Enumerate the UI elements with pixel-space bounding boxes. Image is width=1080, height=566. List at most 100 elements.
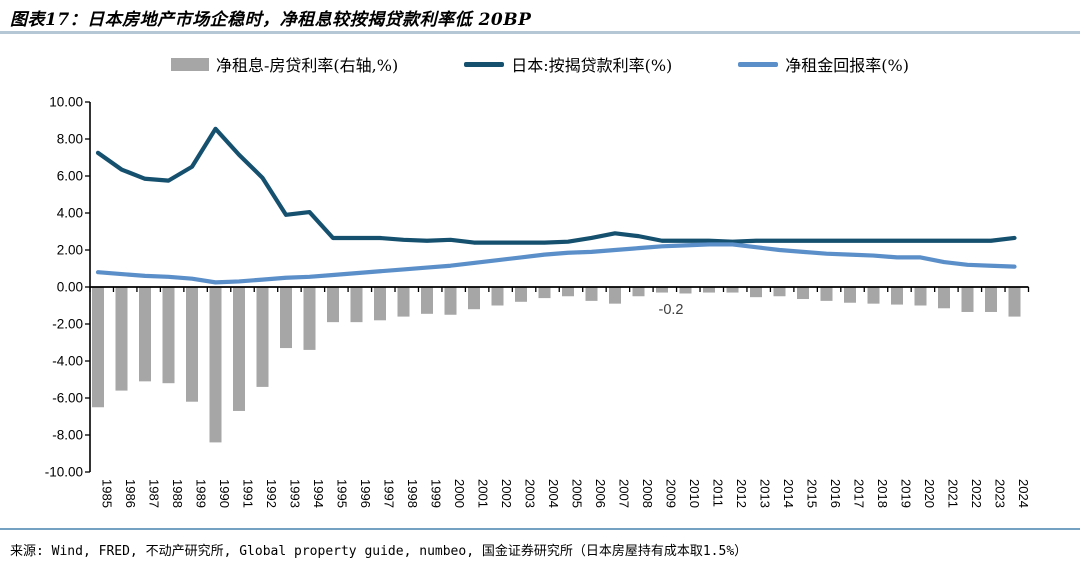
bar-net-spread [1008,287,1021,317]
bar-net-spread [656,287,668,293]
x-axis-tick-label: 1999 [429,479,444,508]
bar-net-spread [703,287,715,293]
x-axis-tick-label: 1998 [405,479,420,508]
rent-yield-line [95,242,1017,285]
x-axis-tick-label: 2015 [805,479,820,508]
y-axis-tick-label: -2.00 [52,317,83,332]
x-axis-tick-label: 2014 [781,479,796,508]
x-axis-tick-label: 2016 [828,479,843,508]
x-axis-tick-label: 2010 [687,479,702,508]
y-axis-tick-label: 6.00 [57,169,83,184]
bar-net-spread [115,287,128,391]
x-axis-tick-label: 2008 [640,479,655,508]
bar-net-spread [209,287,222,443]
bar-net-spread [374,287,386,321]
x-axis-tick-label: 2022 [969,479,984,508]
line-swatch-icon [738,61,779,67]
x-axis-tick-label: 2013 [758,479,773,508]
x-axis-tick-label: 1992 [264,479,279,508]
bar-net-spread [632,287,645,297]
x-axis-tick-label: 2019 [899,479,914,508]
bar-net-spread [844,287,856,303]
chart-legend: 净租息-房贷利率(右轴,%) 日本:按揭贷款利率(%) 净租金回报率(%) [0,52,1080,76]
x-axis-tick-label: 1993 [288,479,303,508]
bar-net-spread [985,287,997,312]
x-axis-tick-label: 2003 [523,479,538,508]
bar-net-spread [726,287,739,293]
y-axis-tick-label: -8.00 [52,428,83,443]
x-axis-tick-label: 2012 [734,479,749,508]
bar-net-spread [162,287,175,384]
figure-title: 图表17：日本房地产市场企稳时，净租息较按揭贷款利率低 20BP [10,10,532,30]
legend-label-mortgage-rate: 日本:按揭贷款利率(%) [511,56,673,75]
source-note: 来源: Wind, FRED, 不动产研究所, Global property … [10,544,748,559]
bar-net-spread [92,287,104,408]
x-axis-tick-label: 2002 [499,479,514,508]
bar-net-spread [820,287,833,301]
y-axis-tick-label: -10.00 [45,465,83,480]
x-axis-tick-label: 2017 [852,479,867,508]
bar-net-spread [867,287,880,304]
mortgage-rate-line [95,126,1017,245]
legend-item-mortgage-rate: 日本:按揭贷款利率(%) [464,52,672,76]
title-divider [0,31,1080,34]
y-axis-tick-label: 0.00 [57,280,83,295]
bar-net-spread [750,287,762,298]
bar-net-spread [773,287,786,297]
x-axis-tick-label: 2004 [546,479,561,508]
x-axis-tick-label: 1990 [217,479,232,508]
bar-net-spread [397,287,410,317]
y-axis-tick-label: -6.00 [52,391,83,406]
x-axis-tick-label: 1995 [335,479,350,508]
line-swatch-icon [464,61,505,67]
x-axis-tick-label: 2005 [570,479,585,508]
combo-chart-plot-area: 10.00 8.00 6.00 4.00 2.00 0.00 -2.00 -4.00 -6.00… [45,95,1031,508]
bar-net-spread [233,287,245,411]
legend-item-rent-yield: 净租金回报率(%) [738,52,909,76]
bar-net-spread [562,287,574,297]
bar-net-spread [327,287,339,323]
footer-divider [0,528,1080,530]
x-axis-tick-label: 1985 [100,479,115,508]
x-axis-tick-label: 2021 [946,479,961,508]
y-axis-tick-label: 4.00 [57,206,83,221]
bar-net-spread [938,287,950,309]
bar-net-spread [444,287,457,315]
data-label-annotation: -0.2 [659,302,684,318]
bar-net-spread [468,287,480,310]
x-axis-tick-label: 2007 [617,479,632,508]
bar-net-spread [538,287,551,299]
x-axis-tick-label: 1989 [194,479,209,508]
bar-net-spread [491,287,504,306]
x-axis-tick-label: 2020 [922,479,937,508]
y-axis-tick-label: 2.00 [57,243,83,258]
x-axis-tick-label: 1994 [311,479,326,508]
bar-net-spread [303,287,316,350]
x-axis-tick-label: 2001 [476,479,491,508]
x-axis-tick-label: 2018 [875,479,890,508]
y-axis-tick-label: -4.00 [52,354,83,369]
x-axis-tick-label: 1986 [123,479,138,508]
bar-net-spread [139,287,151,382]
x-axis-tick-label: 2000 [452,479,467,508]
bar-net-spread [515,287,527,302]
legend-label-spread: 净租息-房贷利率(右轴,%) [216,56,399,75]
bar-net-spread [679,287,692,294]
x-axis-tick-label: 1996 [358,479,373,508]
bar-net-spread [350,287,363,323]
legend-item-spread: 净租息-房贷利率(右轴,%) [171,52,398,76]
bar-net-spread [421,287,433,314]
x-axis-tick-label: 2024 [1016,479,1031,508]
x-axis-tick-label: 2006 [593,479,608,508]
bar-net-spread [256,287,269,387]
x-axis-tick-label: 1988 [170,479,185,508]
x-axis-tick-label: 2009 [664,479,679,508]
x-axis-tick-label: 1987 [147,479,162,508]
bar-net-spread [961,287,974,312]
bar-net-spread [186,287,198,402]
x-axis-tick-label: 1997 [382,479,397,508]
bar-net-spread [797,287,809,300]
y-axis-tick-label: 10.00 [49,95,83,110]
x-axis-tick-label: 2011 [711,479,726,507]
legend-label-rent-yield: 净租金回报率(%) [785,56,909,75]
